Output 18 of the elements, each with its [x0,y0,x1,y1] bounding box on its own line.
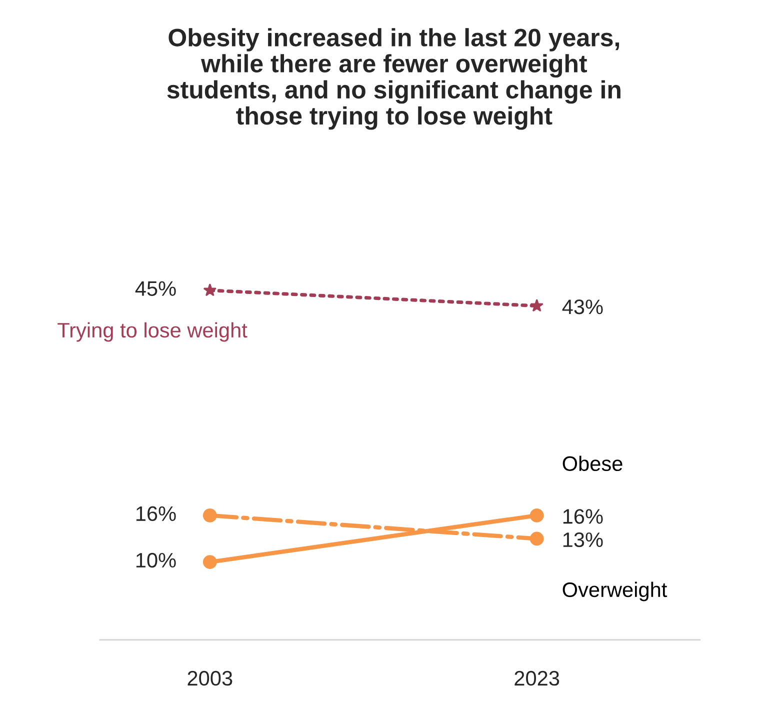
point [202,555,217,569]
text: Obese [562,456,622,472]
data-label: 43% [562,299,603,314]
point [530,298,544,312]
x-tick-label: 2023 [514,670,560,686]
series-label: Trying to lose weight [58,322,248,342]
text: Overweight [562,582,668,602]
data-label: 10% [136,552,176,568]
data-label: 45% [135,281,176,296]
point [530,532,544,546]
x-tick-label: 2003 [188,670,232,686]
data-label: 16% [563,509,603,524]
data-label: 13% [563,532,603,548]
chart-title: Obesity increased in the last 20 years, while there are fewer overweight students, and no significant change in those trying to lose weight [167,28,620,130]
data-label: 16% [136,506,176,522]
point [202,508,217,522]
point [203,283,217,296]
point [530,508,544,522]
